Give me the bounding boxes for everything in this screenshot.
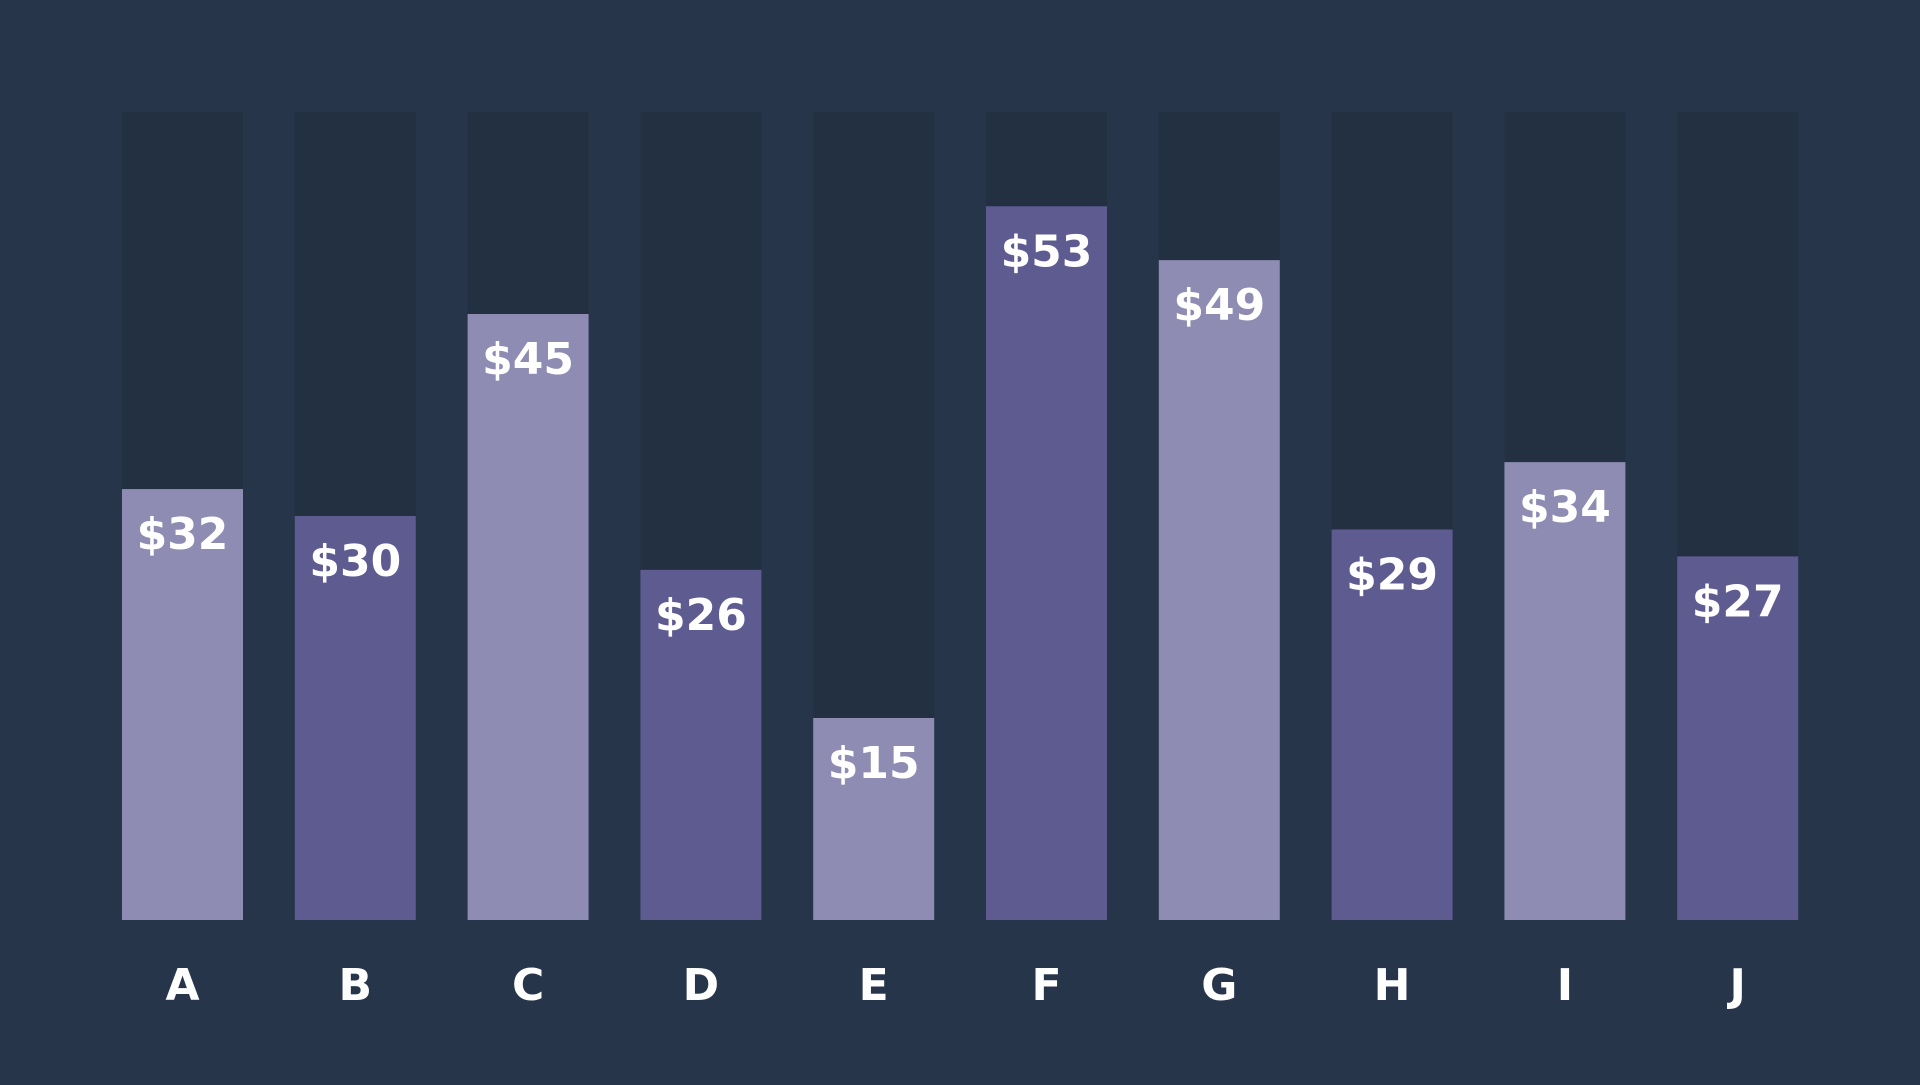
bar-c: [467, 314, 589, 920]
value-label-g: $49: [1173, 280, 1265, 331]
category-label-e: E: [859, 960, 889, 1011]
value-label-c: $45: [482, 334, 574, 385]
bar-e: [813, 718, 935, 920]
value-label-e: $15: [828, 738, 920, 789]
bars: [122, 206, 1799, 921]
bar-f: [986, 206, 1107, 920]
category-label-h: H: [1374, 960, 1411, 1011]
category-label-a: A: [165, 960, 199, 1011]
bar-j: [1677, 556, 1799, 920]
bar-b: [294, 516, 416, 920]
value-label-i: $34: [1519, 482, 1611, 533]
value-label-b: $30: [309, 536, 401, 587]
value-labels: $32 $30 $45 $26 $15 $53 $49 $29 $34 $27: [137, 226, 1784, 789]
category-labels: A B C D E F G H I J: [165, 960, 1745, 1011]
bar-h: [1331, 529, 1453, 920]
bar-i: [1504, 462, 1626, 920]
category-label-g: G: [1201, 960, 1237, 1011]
category-label-i: I: [1557, 960, 1573, 1011]
value-label-a: $32: [137, 509, 229, 560]
category-label-f: F: [1031, 960, 1061, 1011]
value-label-h: $29: [1346, 549, 1438, 600]
category-label-d: D: [683, 960, 720, 1011]
value-label-j: $27: [1692, 576, 1784, 627]
bar-d: [640, 569, 762, 920]
category-label-j: J: [1727, 960, 1746, 1011]
category-label-c: C: [512, 960, 544, 1011]
value-label-f: $53: [1001, 226, 1093, 277]
category-label-b: B: [339, 960, 373, 1011]
bar-a: [122, 489, 243, 920]
value-label-d: $26: [655, 590, 747, 641]
bar-g: [1158, 260, 1280, 921]
